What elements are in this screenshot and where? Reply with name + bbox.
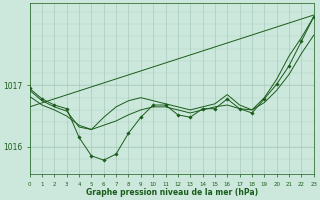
X-axis label: Graphe pression niveau de la mer (hPa): Graphe pression niveau de la mer (hPa)	[86, 188, 258, 197]
